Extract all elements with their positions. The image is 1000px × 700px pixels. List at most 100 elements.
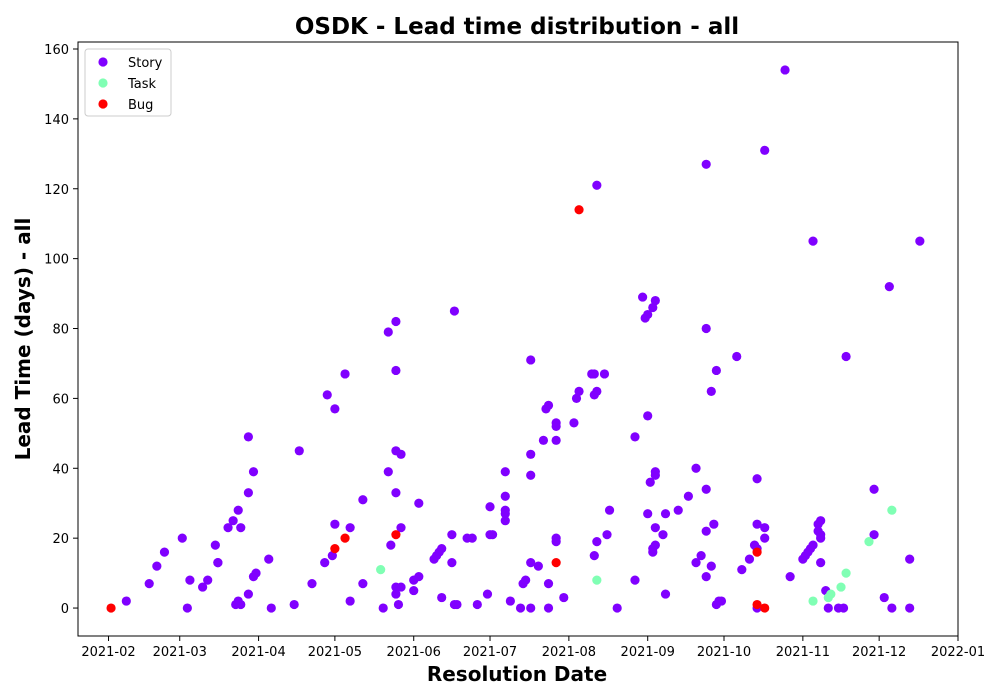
x-tick-label: 2021-12 (852, 645, 906, 660)
point-story-174 (816, 533, 826, 543)
point-story-132 (660, 509, 671, 519)
y-tick-label: 140 (44, 113, 69, 128)
point-story-73 (485, 502, 495, 512)
point-story-33 (330, 404, 340, 414)
point-story-43 (386, 540, 396, 550)
point-story-37 (345, 523, 355, 533)
point-story-22 (248, 467, 259, 477)
point-story-159 (760, 145, 770, 155)
point-story-64 (447, 558, 457, 568)
point-story-2 (152, 561, 162, 571)
x-tick-label: 2021-04 (231, 645, 285, 660)
y-axis: 0 20 40 60 80 100 120 140 160 (44, 43, 78, 617)
point-story-83 (521, 575, 531, 585)
point-story-102 (571, 393, 582, 403)
point-story-121 (643, 411, 653, 421)
point-story-21 (243, 432, 253, 442)
point-story-39 (358, 578, 368, 589)
point-story-142 (701, 526, 711, 536)
legend-marker-story (98, 57, 108, 67)
point-story-155 (752, 474, 762, 484)
point-story-145 (706, 561, 716, 571)
point-story-78 (500, 509, 510, 519)
point-story-163 (785, 572, 795, 582)
point-story-150 (716, 596, 727, 606)
point-story-52 (396, 523, 406, 533)
x-tick-label: 2021-09 (621, 645, 675, 660)
point-story-188 (915, 236, 925, 246)
point-story-110 (592, 537, 602, 547)
point-story-41 (383, 467, 393, 477)
point-story-70 (472, 599, 482, 610)
point-story-115 (630, 575, 640, 585)
point-story-124 (648, 302, 658, 313)
point-story-131 (658, 530, 668, 540)
point-story-45 (391, 316, 401, 327)
point-story-143 (701, 572, 711, 582)
point-story-69 (467, 533, 477, 543)
point-story-1 (144, 578, 154, 589)
point-story-183 (879, 592, 889, 603)
point-story-48 (391, 589, 401, 599)
point-story-75 (500, 491, 510, 501)
point-story-103 (574, 386, 584, 397)
point-story-4 (177, 533, 187, 543)
point-story-137 (691, 558, 701, 568)
point-story-128 (650, 470, 660, 480)
point-story-172 (816, 516, 826, 526)
point-story-30 (320, 558, 330, 568)
point-story-24 (251, 568, 261, 578)
point-story-71 (482, 589, 493, 599)
point-story-53 (396, 582, 406, 592)
point-story-27 (289, 599, 299, 610)
point-story-87 (526, 558, 536, 568)
point-story-44 (391, 365, 401, 376)
point-story-76 (500, 467, 510, 477)
point-story-56 (414, 572, 424, 582)
point-story-113 (604, 505, 615, 515)
point-story-136 (691, 463, 701, 473)
point-story-3 (159, 547, 170, 557)
point-story-129 (650, 523, 660, 533)
y-tick-label: 160 (44, 43, 69, 58)
point-story-108 (592, 180, 602, 190)
x-tick-label: 2021-10 (697, 645, 751, 660)
x-tick-label: 2021-08 (542, 645, 596, 660)
point-task-8 (887, 505, 897, 515)
point-story-109 (592, 386, 602, 397)
x-tick-label: 2021-05 (308, 645, 362, 660)
point-story-116 (630, 432, 640, 442)
point-story-20 (243, 488, 253, 498)
point-story-12 (223, 523, 233, 533)
point-story-169 (808, 540, 818, 550)
point-story-18 (236, 599, 246, 610)
point-story-100 (559, 592, 569, 603)
point-story-182 (869, 530, 879, 540)
point-task-2 (808, 596, 818, 606)
y-tick-label: 40 (52, 462, 69, 477)
point-bug-3 (391, 530, 401, 540)
point-story-9 (210, 540, 220, 550)
point-story-147 (711, 365, 721, 376)
point-story-0 (121, 596, 131, 606)
point-story-11 (213, 558, 223, 568)
point-story-29 (307, 578, 317, 589)
point-story-6 (185, 575, 195, 585)
point-task-7 (864, 537, 874, 547)
point-story-94 (543, 603, 554, 613)
point-story-62 (437, 592, 447, 603)
point-story-101 (569, 418, 579, 428)
point-story-67 (452, 599, 462, 610)
y-tick-label: 120 (44, 183, 69, 198)
point-story-162 (780, 65, 790, 75)
point-story-38 (358, 495, 368, 505)
point-bug-7 (752, 599, 762, 610)
point-story-140 (701, 323, 711, 334)
point-story-177 (823, 603, 833, 613)
point-story-133 (660, 589, 671, 599)
point-story-42 (383, 327, 393, 337)
point-story-175 (816, 558, 826, 568)
point-story-81 (515, 603, 526, 613)
point-story-144 (706, 386, 716, 397)
point-bug-6 (752, 547, 762, 557)
